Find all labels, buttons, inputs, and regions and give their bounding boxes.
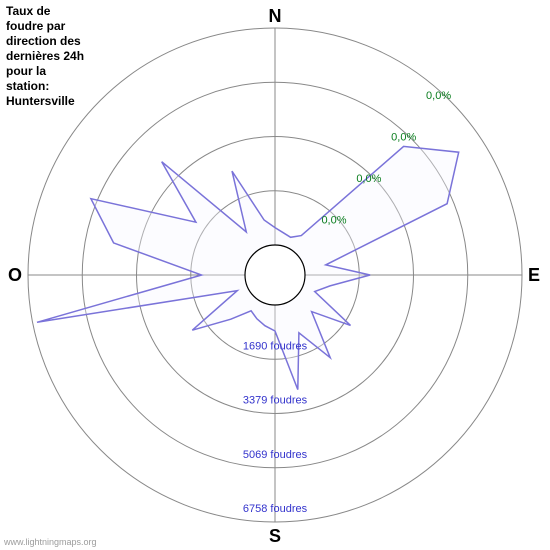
cardinal-n: N bbox=[269, 6, 282, 26]
center-circle bbox=[245, 245, 305, 305]
cardinal-e: E bbox=[528, 265, 540, 285]
percent-label: 0,0% bbox=[426, 90, 451, 102]
foudre-label: 5069 foudres bbox=[243, 449, 308, 461]
attribution: www.lightningmaps.org bbox=[4, 537, 97, 547]
foudre-label: 1690 foudres bbox=[243, 340, 308, 352]
cardinal-s: S bbox=[269, 526, 281, 546]
chart-title: Taux de foudre par direction des dernièr… bbox=[6, 4, 84, 109]
percent-label: 0,0% bbox=[391, 132, 416, 144]
chart-container: N S E O 0,0% 0,0% 0,0% 0,0% 1690 foudres 3379 fou… bbox=[0, 0, 550, 550]
foudre-label: 6758 foudres bbox=[243, 503, 308, 515]
foudre-label: 3379 foudres bbox=[243, 395, 308, 407]
percent-label: 0,0% bbox=[321, 215, 346, 227]
cardinal-w: O bbox=[8, 265, 22, 285]
percent-label: 0,0% bbox=[356, 173, 381, 185]
